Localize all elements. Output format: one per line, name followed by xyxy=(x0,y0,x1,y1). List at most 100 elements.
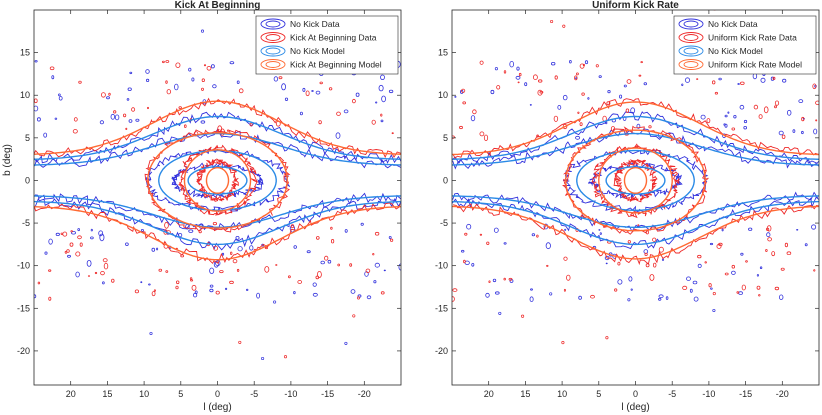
noise-contour xyxy=(330,226,333,230)
noise-contour xyxy=(546,264,549,267)
noise-contour xyxy=(479,233,483,236)
noise-contour xyxy=(374,262,380,268)
noise-contour xyxy=(605,121,608,125)
outlier-contour xyxy=(273,300,277,304)
noise-contour xyxy=(67,254,72,258)
legend-icon xyxy=(678,45,704,57)
noise-contour xyxy=(374,231,380,236)
noise-contour xyxy=(98,230,104,237)
noise-contour xyxy=(164,221,169,229)
noise-contour xyxy=(99,120,105,125)
noise-contour xyxy=(649,274,655,281)
outlier-contour xyxy=(605,336,609,340)
noise-contour xyxy=(459,125,463,130)
noise-contour xyxy=(774,286,780,291)
noise-contour xyxy=(739,104,745,110)
noise-contour xyxy=(533,74,538,80)
noise-contour xyxy=(689,288,693,293)
noise-contour xyxy=(165,80,168,84)
noise-contour xyxy=(758,294,761,297)
noise-contour xyxy=(551,62,556,66)
plot-area xyxy=(452,10,819,345)
noise-contour xyxy=(236,80,240,84)
noise-contour xyxy=(166,89,171,95)
noise-contour xyxy=(643,82,647,86)
noise-contour xyxy=(509,279,514,283)
noise-contour xyxy=(127,87,132,91)
noise-contour xyxy=(86,259,92,267)
noise-contour xyxy=(517,81,520,84)
noise-contour xyxy=(766,232,771,238)
noise-contour xyxy=(516,66,520,71)
y-tick-label: 10 xyxy=(20,90,30,100)
noise-contour xyxy=(278,76,283,80)
noise-contour xyxy=(151,247,156,252)
noise-contour xyxy=(579,63,585,69)
noise-contour xyxy=(529,296,534,303)
noise-contour xyxy=(225,287,228,290)
noise-contour xyxy=(767,237,772,242)
noise-contour xyxy=(343,109,349,114)
noise-contour xyxy=(217,125,223,133)
noise-contour xyxy=(134,289,139,294)
noise-contour xyxy=(79,242,83,247)
noise-contour xyxy=(452,296,455,302)
noise-contour xyxy=(763,106,769,114)
noise-contour xyxy=(784,242,789,248)
y-tick-label: -10 xyxy=(435,261,448,271)
noise-contour xyxy=(62,231,68,237)
noise-contour xyxy=(760,77,766,83)
noise-contour xyxy=(753,104,759,110)
noise-contour xyxy=(737,83,740,86)
noise-contour xyxy=(213,260,219,268)
noise-contour xyxy=(779,294,784,300)
noise-contour xyxy=(461,249,465,253)
noise-contour xyxy=(336,111,341,116)
noise-contour xyxy=(72,129,78,134)
noise-contour xyxy=(111,278,115,283)
noise-contour xyxy=(545,242,551,250)
noise-contour xyxy=(43,132,48,138)
noise-contour xyxy=(554,75,558,80)
noise-contour xyxy=(658,246,664,253)
noise-contour xyxy=(75,271,80,278)
noise-contour xyxy=(275,264,278,266)
noise-contour xyxy=(131,107,136,112)
noise-contour xyxy=(299,111,303,116)
noise-contour xyxy=(191,284,197,291)
noise-contour xyxy=(627,240,631,244)
noise-contour xyxy=(780,267,785,271)
outlier-contour xyxy=(344,341,348,345)
noise-contour xyxy=(644,252,648,256)
noise-contour xyxy=(661,258,665,261)
noise-contour xyxy=(175,280,180,285)
noise-contour xyxy=(328,87,333,91)
noise-contour xyxy=(509,60,515,68)
noise-contour xyxy=(464,232,468,236)
x-tick-label: -10 xyxy=(284,389,297,399)
noise-contour xyxy=(48,238,53,245)
noise-contour xyxy=(381,95,387,103)
noise-contour xyxy=(94,271,98,275)
noise-contour xyxy=(557,105,562,110)
contour-line-4-2 xyxy=(183,149,252,212)
noise-contour xyxy=(471,262,475,267)
noise-contour xyxy=(146,106,149,110)
noise-contour xyxy=(212,222,217,226)
noise-contour xyxy=(391,132,394,135)
noise-contour xyxy=(658,294,664,299)
noise-contour xyxy=(73,117,78,122)
contour-line-1-3-lower xyxy=(452,191,819,233)
noise-contour xyxy=(54,117,58,120)
legend-label: Kick At Beginning Data xyxy=(290,33,377,43)
noise-contour xyxy=(792,129,796,133)
noise-contour xyxy=(812,83,817,90)
noise-contour xyxy=(714,91,719,95)
noise-contour xyxy=(372,252,375,256)
noise-contour xyxy=(771,251,776,257)
noise-contour xyxy=(184,124,187,128)
noise-contour xyxy=(801,116,805,122)
noise-contour xyxy=(388,89,394,94)
noise-contour xyxy=(180,254,185,258)
x-tick-label: -20 xyxy=(776,389,789,399)
